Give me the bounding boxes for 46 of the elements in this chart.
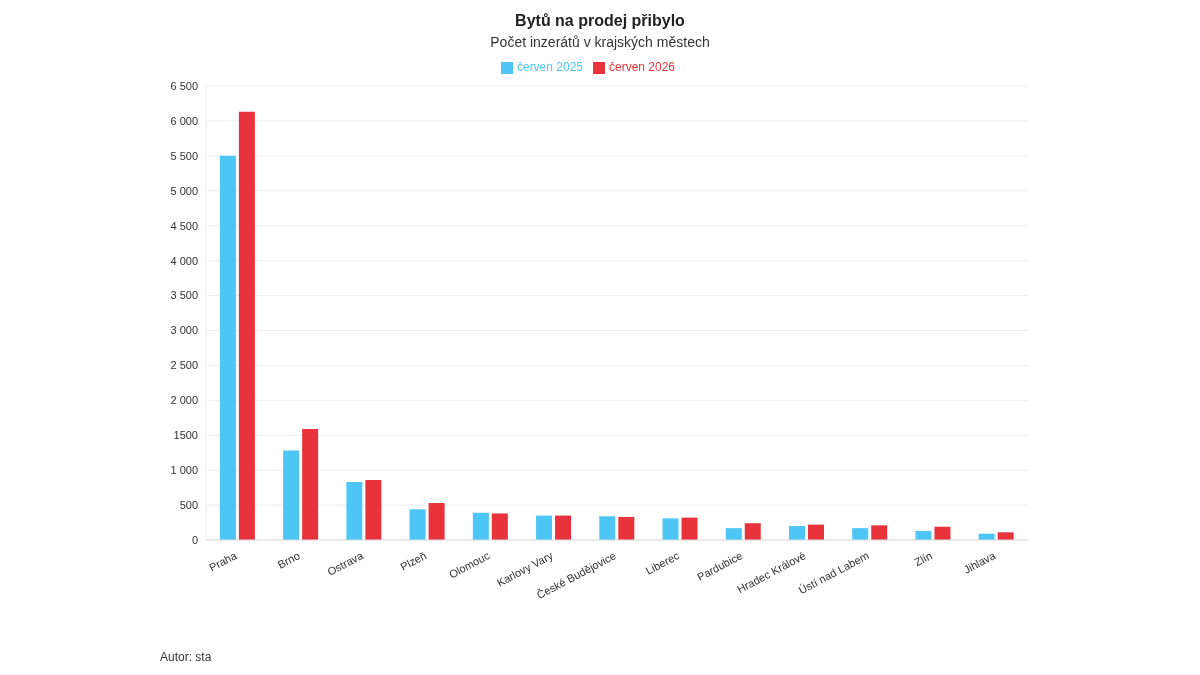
- bar: [491, 513, 508, 540]
- bar: [725, 528, 742, 540]
- bar: [997, 532, 1014, 540]
- y-tick-label: 1500: [173, 429, 198, 442]
- bar: [555, 515, 572, 540]
- bar: [302, 428, 319, 540]
- y-tick-label: 6 000: [170, 114, 198, 127]
- y-tick-label: 0: [191, 533, 198, 546]
- y-tick-label: 3 500: [170, 289, 198, 302]
- y-tick-label: 2 000: [170, 394, 198, 407]
- x-tick-label: Brno: [275, 549, 302, 571]
- bar: [662, 518, 679, 540]
- y-tick-label: 2 500: [170, 359, 198, 372]
- y-tick-label: 3 000: [170, 324, 198, 337]
- y-tick-label: 4 000: [170, 254, 198, 267]
- y-tick-label: 500: [179, 498, 198, 511]
- bar: [219, 155, 236, 540]
- bar: [852, 528, 869, 540]
- bar: [536, 515, 553, 540]
- y-tick-label: 6 500: [170, 79, 198, 92]
- bar: [618, 516, 635, 540]
- text: Autor: sta: [160, 650, 212, 664]
- legend-label: červen 2026: [609, 60, 676, 74]
- bar: [283, 450, 300, 540]
- bar: [871, 525, 888, 540]
- x-tick-label: Zlín: [912, 549, 935, 569]
- bar: [238, 111, 255, 540]
- bar: [744, 523, 761, 540]
- chart-title: Bytů na prodej přibylo: [514, 11, 686, 30]
- bar: [934, 526, 951, 540]
- bar: [807, 524, 824, 540]
- legend-label: červen 2025: [516, 60, 583, 74]
- x-tick-label: Praha: [207, 548, 240, 574]
- y-tick-label: 4 500: [170, 219, 198, 232]
- bar: [788, 526, 805, 540]
- bar: [472, 512, 489, 540]
- bar: [409, 509, 426, 540]
- bar: [599, 516, 616, 540]
- y-tick-label: 5 000: [170, 184, 198, 197]
- y-tick-label: 1 000: [170, 464, 198, 477]
- chart-subtitle: Počet inzerátů v krajských městech: [489, 34, 711, 50]
- bar: [681, 517, 698, 540]
- y-tick-label: 5 500: [170, 149, 198, 162]
- bar: [428, 502, 445, 540]
- bar: [365, 479, 382, 540]
- bar: [346, 482, 363, 540]
